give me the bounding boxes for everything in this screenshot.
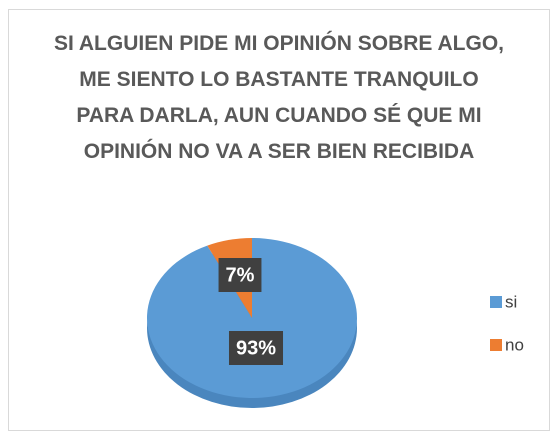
pie-slice <box>146 238 357 399</box>
legend-label: no <box>505 335 524 354</box>
data-label-box <box>218 258 262 292</box>
data-label: 7% <box>226 264 255 286</box>
data-label: 93% <box>236 337 276 359</box>
legend-swatch <box>490 339 502 351</box>
legend-swatch <box>490 296 502 308</box>
legend-label: si <box>505 292 517 311</box>
chart-title: SI ALGUIEN PIDE MI OPINIÓN SOBRE ALGO, M… <box>54 32 504 163</box>
data-label-box <box>228 331 284 365</box>
